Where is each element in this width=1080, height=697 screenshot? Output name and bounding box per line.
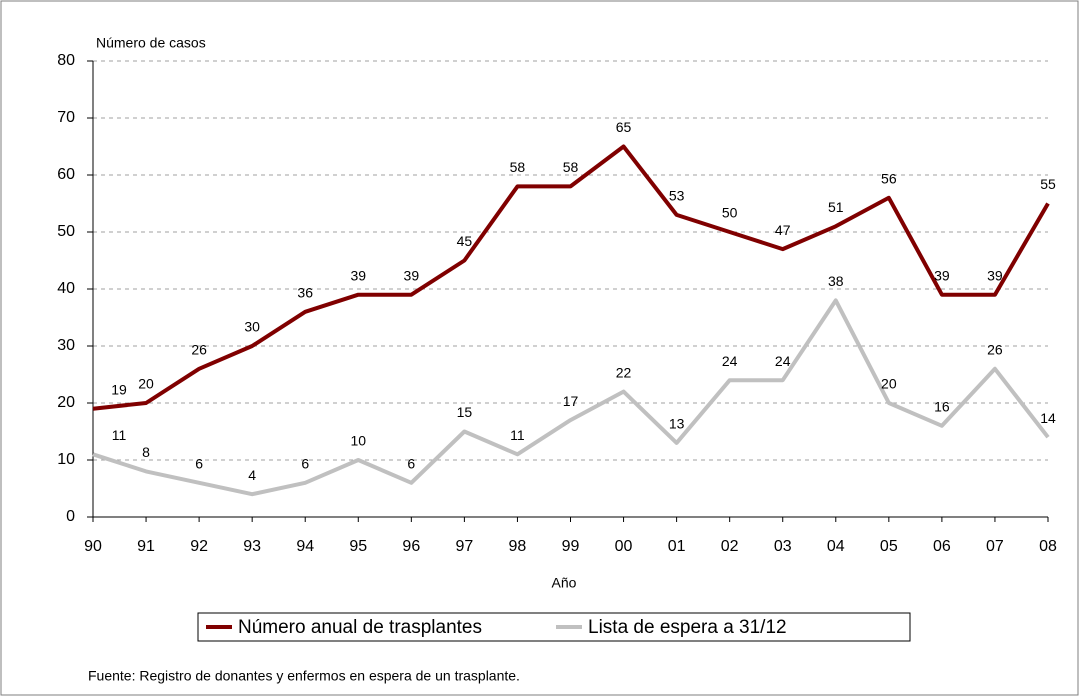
data-label: 39 [934,267,950,283]
x-axis-label: Año [552,575,577,591]
series-line [92,144,1050,411]
data-label: 20 [138,376,154,392]
data-label: 36 [297,285,313,301]
y-tick-label: 70 [57,109,75,126]
data-label: 11 [510,427,525,443]
legend-label: Lista de espera a 31/12 [588,617,787,638]
y-tick-label: 20 [57,394,75,411]
x-tick-label: 93 [243,538,261,555]
x-tick-label: 92 [190,538,208,555]
y-axis-label: Número de casos [96,35,206,51]
data-label: 22 [616,364,632,380]
y-tick-label: 0 [66,508,75,525]
x-tick-label: 96 [402,538,420,555]
x-tick-label: 97 [455,538,473,555]
data-label: 4 [248,467,256,483]
x-tick-label: 01 [668,538,686,555]
data-label: 16 [934,399,950,415]
data-label: 6 [301,456,309,472]
data-label: 45 [457,233,473,249]
y-tick-label: 50 [57,223,75,240]
legend-label: Número anual de trasplantes [238,617,482,638]
data-label: 24 [722,353,738,369]
data-label: 17 [563,393,579,409]
x-tick-label: 94 [296,538,314,555]
data-label: 11 [112,427,127,443]
data-label: 26 [191,342,207,358]
data-label: 47 [775,222,791,238]
data-label: 39 [987,267,1003,283]
data-label: 39 [404,267,420,283]
data-label: 15 [457,404,473,420]
data-label: 14 [1040,410,1056,426]
data-label: 65 [616,119,632,135]
data-label: 8 [142,444,150,460]
x-tick-label: 99 [562,538,580,555]
y-tick-label: 80 [57,52,75,69]
x-tick-label: 00 [615,538,633,555]
data-label: 58 [510,159,526,175]
series-line [92,298,1050,497]
y-tick-label: 40 [57,280,75,297]
data-label: 13 [669,416,685,432]
y-tick-label: 10 [57,451,75,468]
x-tick-label: 08 [1039,538,1057,555]
data-label: 24 [775,353,791,369]
data-label: 20 [881,376,897,392]
data-label: 6 [195,456,203,472]
data-label: 56 [881,171,897,187]
y-tick-label: 30 [57,337,75,354]
x-tick-label: 98 [509,538,527,555]
legend [197,612,911,642]
data-label: 6 [407,456,415,472]
data-label: 38 [828,273,844,289]
x-tick-label: 90 [84,538,102,555]
source-note: Fuente: Registro de donantes y enfermos … [88,668,520,684]
data-label: 53 [669,188,685,204]
x-tick-label: 03 [774,538,792,555]
x-tick-label: 95 [349,538,367,555]
x-tick-label: 91 [137,538,155,555]
data-label: 39 [350,267,366,283]
data-label: 51 [828,199,844,215]
x-tick-label: 05 [880,538,898,555]
data-label: 58 [563,159,579,175]
x-tick-label: 04 [827,538,845,555]
y-tick-label: 60 [57,166,75,183]
x-tick-label: 06 [933,538,951,555]
data-label: 55 [1040,176,1056,192]
data-label: 50 [722,205,738,221]
data-label: 30 [244,319,260,335]
x-tick-label: 07 [986,538,1004,555]
x-tick-label: 02 [721,538,739,555]
data-label: 19 [111,381,127,397]
data-label: 26 [987,342,1003,358]
data-label: 10 [350,433,366,449]
